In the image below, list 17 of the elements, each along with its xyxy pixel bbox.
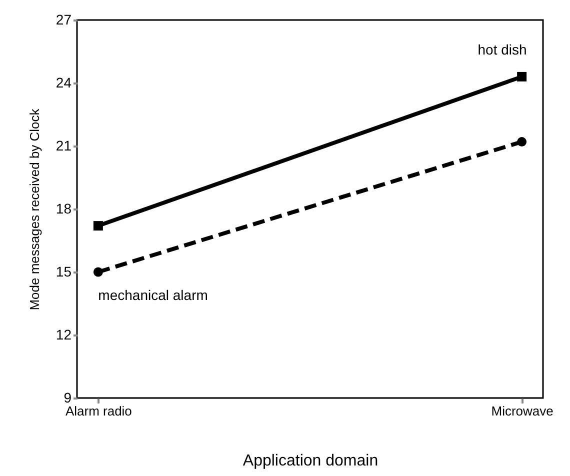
y-tick-label: 18 bbox=[56, 200, 72, 216]
y-tick-label: 24 bbox=[56, 74, 72, 90]
point bbox=[517, 72, 527, 82]
x-axis-title: Application domain bbox=[242, 452, 378, 470]
y-tick-label: 9 bbox=[64, 390, 72, 406]
point bbox=[93, 221, 103, 231]
point bbox=[93, 267, 103, 277]
y-tick-label: 15 bbox=[56, 264, 72, 280]
y-tick-label: 27 bbox=[56, 12, 72, 28]
series-label: hot dish bbox=[478, 42, 527, 58]
y-tick-label: 21 bbox=[56, 138, 72, 154]
x-tick-label: Microwave bbox=[491, 404, 554, 418]
y-tick-label: 12 bbox=[56, 326, 72, 342]
x-tick-label: Alarm radio bbox=[65, 404, 132, 418]
y-axis-title: Mode messages received by Clock bbox=[26, 108, 42, 310]
point bbox=[517, 137, 527, 147]
series-label: mechanical alarm bbox=[98, 287, 208, 303]
